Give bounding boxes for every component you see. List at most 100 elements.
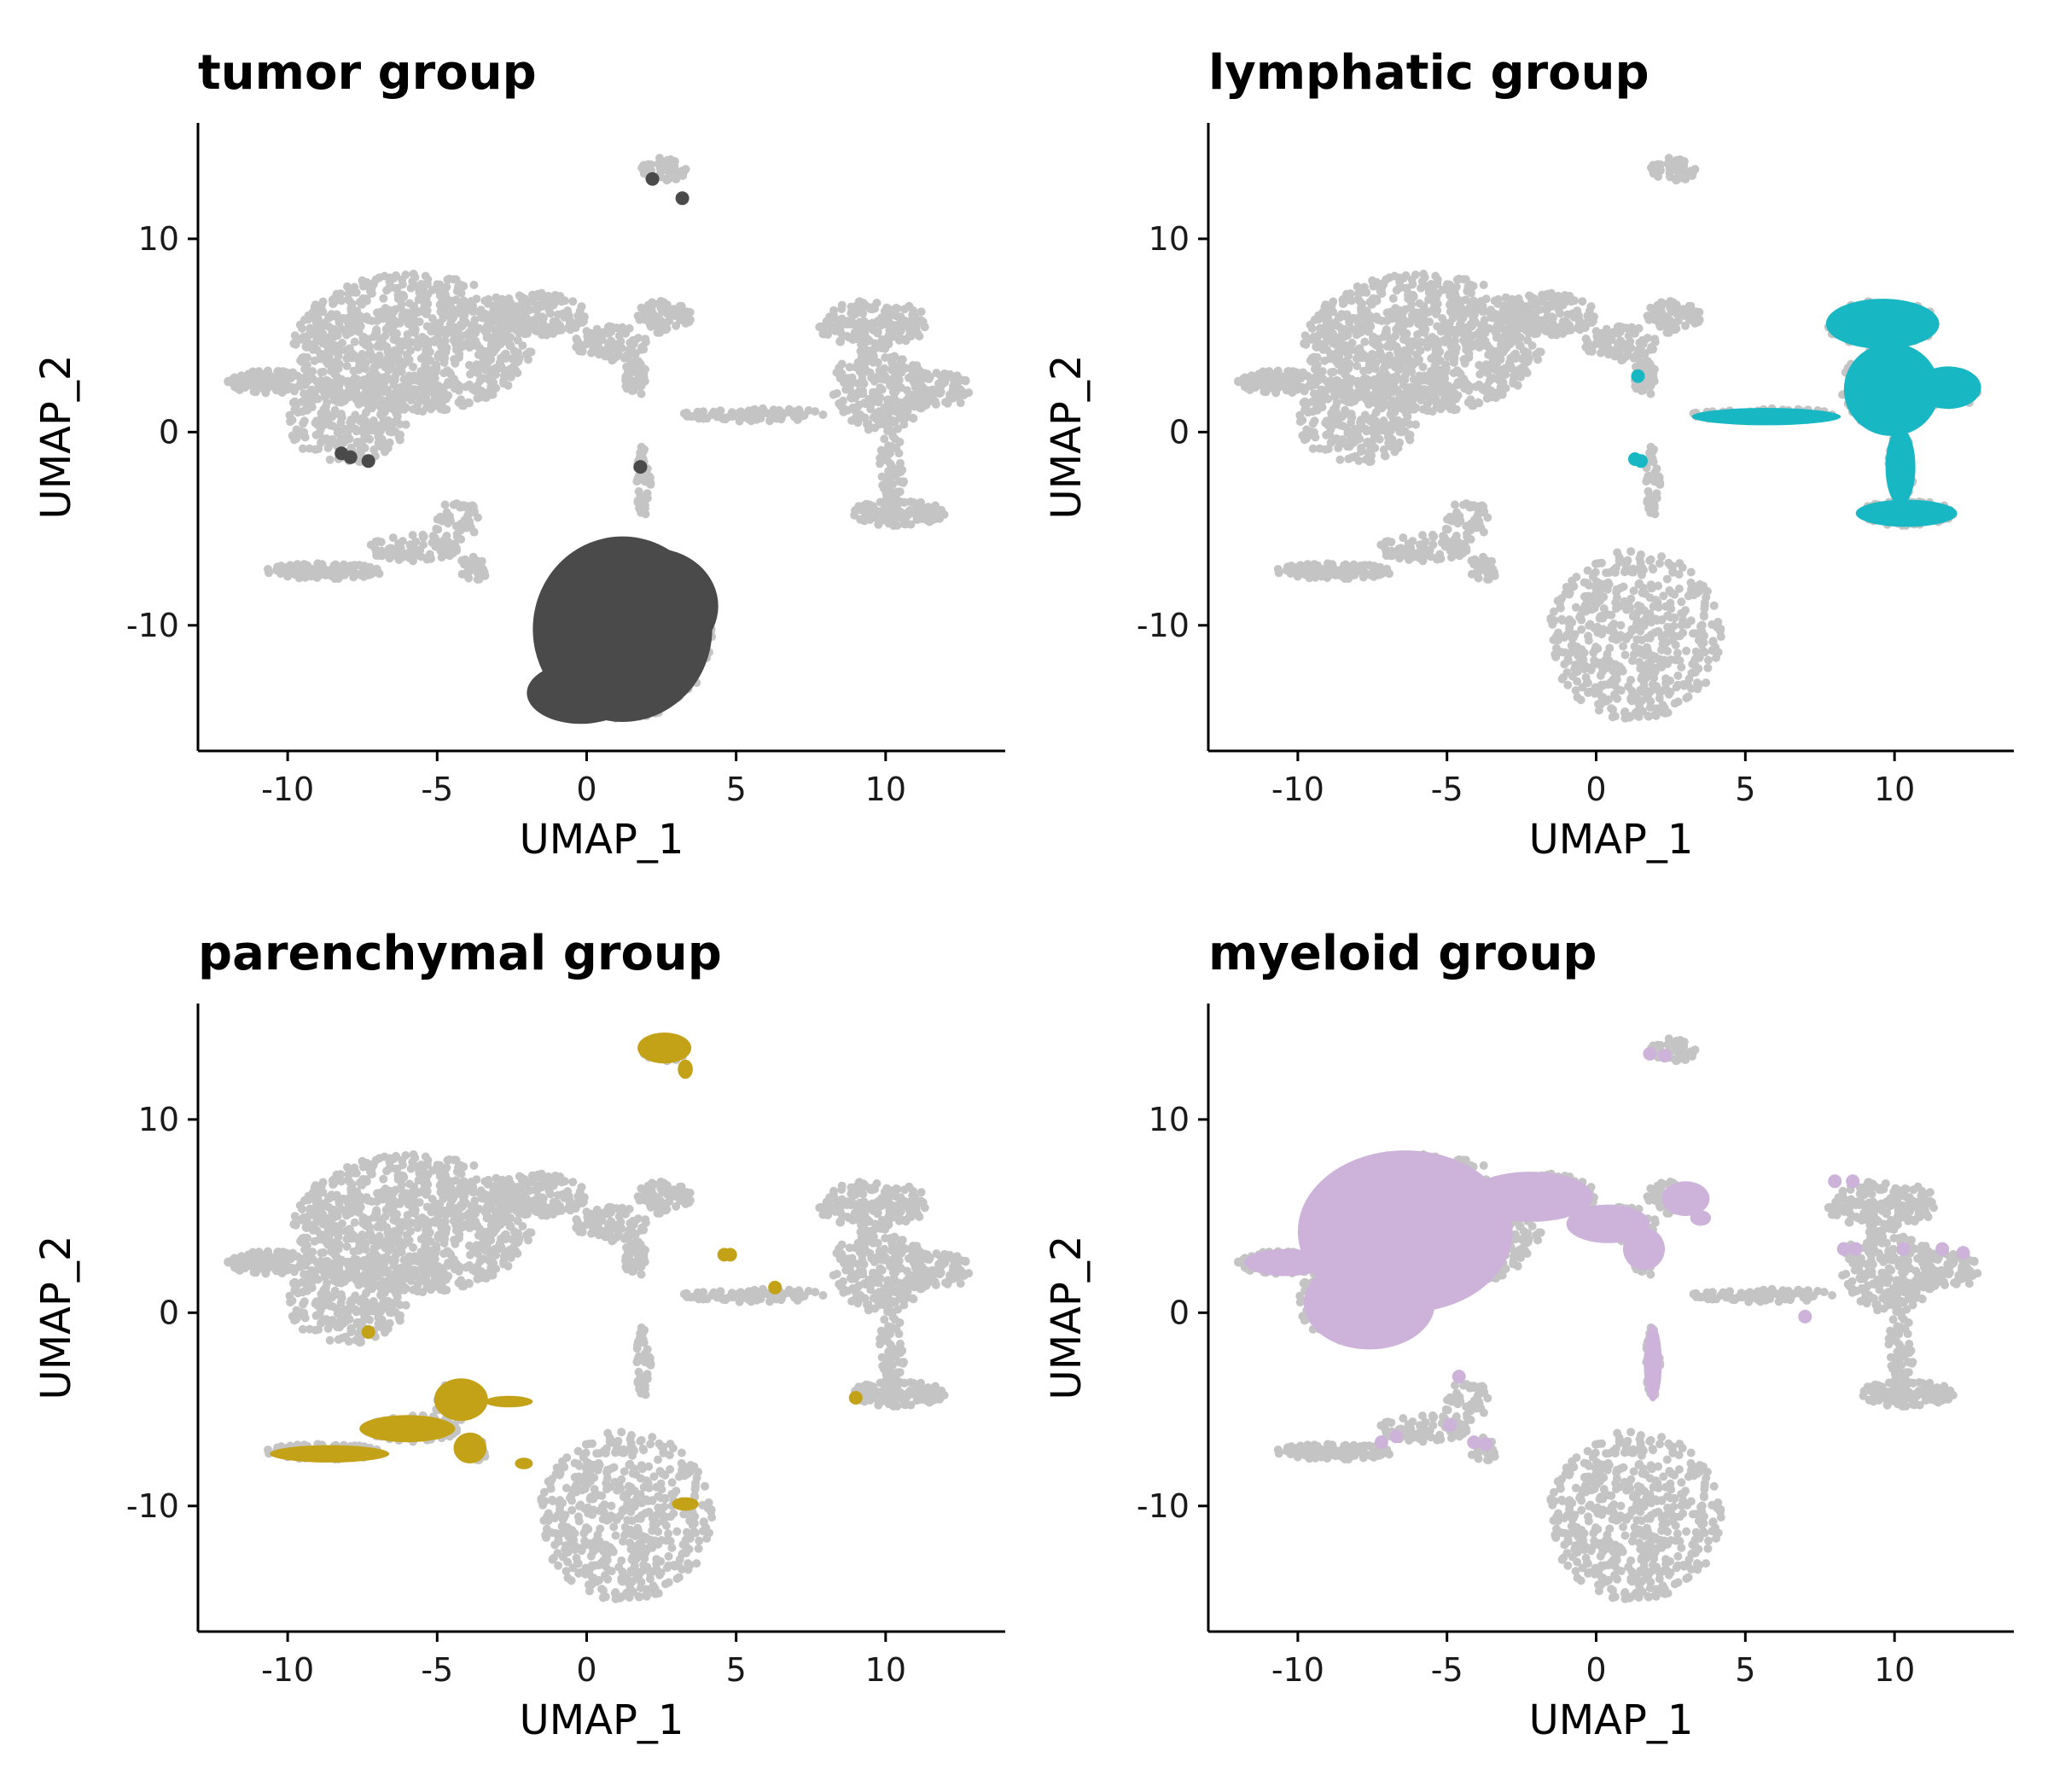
- reference-cell-point: [437, 308, 446, 317]
- reference-cell-point: [1368, 381, 1377, 390]
- reference-cell-point: [881, 489, 891, 498]
- reference-cell-point: [1392, 309, 1401, 318]
- reference-cell-point: [640, 445, 649, 454]
- reference-cell-point: [403, 330, 412, 339]
- reference-cell-point: [336, 410, 346, 418]
- reference-cell-point: [1608, 346, 1617, 355]
- reference-cell-point: [414, 295, 423, 305]
- reference-cell-point: [1380, 384, 1389, 393]
- reference-cell-point: [1260, 387, 1269, 396]
- reference-cell-point: [1316, 323, 1325, 333]
- reference-cell-point: [865, 515, 875, 524]
- reference-cell-point: [902, 411, 911, 421]
- highlight-cluster: [586, 548, 719, 665]
- reference-cell-point: [489, 378, 498, 387]
- reference-cell-point: [310, 568, 319, 578]
- reference-cell-point: [1370, 352, 1379, 362]
- reference-cell-point: [1517, 354, 1526, 364]
- reference-cell-point: [1530, 300, 1539, 310]
- reference-cell-point: [1563, 310, 1572, 319]
- reference-cell-point: [881, 353, 890, 362]
- reference-cell-point: [1354, 457, 1364, 465]
- reference-cell-point: [472, 360, 481, 369]
- reference-cell-point: [1562, 317, 1571, 327]
- reference-cell-point: [1503, 306, 1511, 315]
- reference-cell-point: [945, 371, 955, 381]
- reference-cell-point: [1332, 382, 1341, 391]
- reference-cell-point: [1688, 171, 1696, 180]
- reference-cell-point: [472, 294, 481, 304]
- reference-cell-point: [572, 342, 581, 352]
- reference-cell-point: [1364, 319, 1374, 329]
- reference-cell-point: [421, 355, 430, 364]
- reference-cell-point: [1664, 154, 1673, 163]
- reference-cell-point: [1345, 439, 1354, 448]
- reference-cell-point: [409, 363, 418, 371]
- reference-cell-point: [837, 300, 847, 310]
- reference-cell-point: [379, 422, 388, 432]
- reference-cell-point: [482, 333, 492, 342]
- reference-cell-point: [433, 352, 443, 362]
- reference-cell-point: [921, 503, 930, 513]
- reference-cell-point: [286, 417, 295, 427]
- reference-cell-point: [1369, 333, 1378, 341]
- reference-cell-point: [1509, 376, 1518, 385]
- reference-cell-point: [317, 368, 326, 377]
- reference-cell-point: [1267, 370, 1277, 380]
- reference-cell-point: [577, 302, 586, 311]
- reference-cell-point: [375, 354, 383, 364]
- x-tick-label: 0: [576, 771, 596, 808]
- reference-cell-point: [1488, 374, 1498, 383]
- reference-cell-point: [1652, 477, 1661, 486]
- reference-cell-point: [360, 444, 369, 452]
- reference-cell-point: [350, 313, 359, 322]
- reference-cell-point: [308, 345, 317, 354]
- reference-cell-point: [1443, 337, 1452, 346]
- reference-cell-point: [932, 369, 941, 378]
- reference-cell-point: [1643, 311, 1652, 321]
- reference-cell-point: [1352, 329, 1361, 338]
- highlight-cell-point: [343, 450, 358, 464]
- reference-cell-point: [418, 339, 428, 348]
- reference-cell-point: [1339, 364, 1348, 373]
- reference-cell-point: [1624, 331, 1633, 340]
- reference-cell-point: [1518, 362, 1527, 371]
- reference-cell-point: [625, 338, 635, 347]
- reference-cell-point: [861, 358, 870, 368]
- reference-cell-point: [1532, 350, 1541, 359]
- reference-cell-point: [337, 296, 346, 305]
- reference-cell-point: [383, 444, 393, 453]
- reference-cell-point: [1468, 298, 1477, 307]
- reference-cell-point: [399, 384, 407, 393]
- reference-cell-point: [463, 338, 473, 347]
- reference-cell-point: [641, 306, 650, 316]
- reference-cell-point: [1560, 291, 1569, 300]
- reference-cell-point: [1652, 464, 1661, 474]
- reference-cell-point: [1650, 337, 1660, 346]
- reference-cell-point: [1492, 333, 1501, 342]
- reference-cell-point: [1360, 337, 1370, 346]
- reference-cell-point: [1519, 346, 1528, 355]
- reference-cell-point: [1330, 412, 1339, 422]
- reference-cell-point: [1497, 386, 1506, 395]
- reference-cell-point: [300, 433, 310, 442]
- x-tick-label: -5: [421, 771, 453, 808]
- reference-cell-point: [343, 429, 352, 439]
- reference-cell-point: [1567, 297, 1576, 306]
- reference-cell-point: [836, 329, 846, 338]
- reference-cell-point: [655, 154, 664, 163]
- reference-cell-point: [1420, 328, 1429, 337]
- reference-cell-point: [1285, 381, 1295, 389]
- reference-cell-point: [1666, 172, 1675, 182]
- reference-cell-point: [358, 570, 367, 579]
- reference-cell-point: [900, 305, 910, 314]
- reference-cell-point: [1309, 355, 1318, 364]
- reference-cell-point: [877, 385, 887, 394]
- reference-cell-point: [387, 314, 397, 323]
- reference-cell-point: [1419, 312, 1428, 322]
- reference-cell-point: [1621, 323, 1631, 333]
- reference-cell-point: [1419, 301, 1428, 311]
- reference-cell-point: [1327, 368, 1335, 377]
- reference-cell-point: [481, 365, 491, 375]
- reference-cell-point: [454, 398, 463, 407]
